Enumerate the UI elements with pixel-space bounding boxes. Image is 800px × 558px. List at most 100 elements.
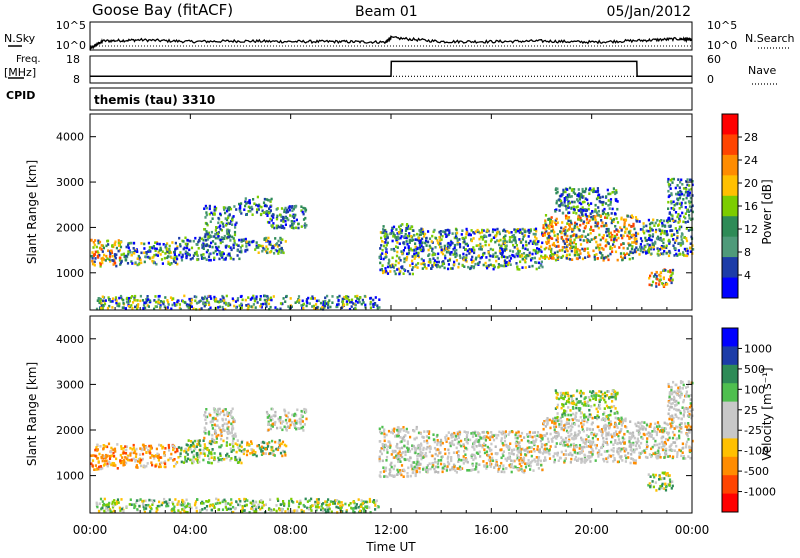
- power-cell: [597, 206, 599, 209]
- power-cell: [237, 254, 239, 257]
- power-cell: [466, 243, 468, 246]
- power-cell: [608, 242, 610, 245]
- power-cell: [684, 248, 686, 251]
- velocity-cell: [423, 430, 425, 433]
- power-cell: [387, 242, 389, 245]
- power-cell: [237, 297, 239, 300]
- velocity-cell: [521, 470, 523, 473]
- power-cell: [223, 206, 225, 209]
- power-cell: [215, 229, 217, 232]
- velocity-cell: [427, 471, 429, 474]
- velocity-cell: [294, 420, 296, 423]
- velocity-cell: [549, 427, 551, 430]
- velocity-cell: [583, 446, 585, 449]
- velocity-cell: [259, 447, 261, 450]
- velocity-cell: [500, 462, 502, 465]
- power-cell: [503, 255, 505, 258]
- power-cell: [609, 253, 611, 256]
- velocity-cell: [483, 442, 485, 445]
- velocity-cell: [632, 458, 634, 461]
- power-cell: [528, 235, 530, 238]
- power-cell: [278, 250, 280, 253]
- power-cell: [492, 231, 494, 234]
- power-cell: [389, 265, 391, 268]
- power-cell: [116, 247, 118, 250]
- power-cell: [602, 201, 604, 204]
- power-cell: [382, 249, 384, 252]
- power-cell: [129, 300, 131, 303]
- power-cell: [560, 200, 562, 203]
- velocity-cell: [501, 437, 503, 440]
- velocity-cell: [226, 441, 228, 444]
- power-cell: [225, 224, 227, 227]
- power-cell: [513, 234, 515, 237]
- power-cell: [482, 238, 484, 241]
- velocity-cell: [532, 440, 534, 443]
- power-cell: [243, 208, 245, 211]
- velocity-cell: [234, 459, 236, 462]
- velocity-cell: [465, 447, 467, 450]
- velocity-cell: [231, 450, 233, 453]
- velocity-cell: [460, 459, 462, 462]
- power-cell: [266, 210, 268, 213]
- velocity-cell: [125, 449, 127, 452]
- velocity-cell: [174, 451, 176, 454]
- power-cell: [103, 247, 105, 250]
- velocity-cell: [410, 475, 412, 478]
- velocity-cell: [414, 448, 416, 451]
- power-cell: [521, 254, 523, 257]
- power-cell: [91, 251, 93, 254]
- power-cell: [168, 248, 170, 251]
- freq-series: [90, 61, 692, 76]
- velocity-cell: [552, 418, 554, 421]
- power-cell: [137, 257, 139, 260]
- power-cell: [422, 246, 424, 249]
- velocity-cell: [506, 459, 508, 462]
- power-cell: [579, 217, 581, 220]
- power-cell: [395, 260, 397, 263]
- power-cell: [596, 211, 598, 214]
- velocity-cell: [401, 447, 403, 450]
- velocity-cell: [620, 442, 622, 445]
- power-cell: [536, 268, 538, 271]
- velocity-cell: [396, 443, 398, 446]
- power-cell: [154, 295, 156, 298]
- power-cell: [246, 213, 248, 216]
- power-cell: [155, 301, 157, 304]
- power-cell: [495, 260, 497, 263]
- power-cell: [233, 305, 235, 308]
- power-cell: [244, 205, 246, 208]
- velocity-cell: [295, 422, 297, 425]
- power-cell: [620, 218, 622, 221]
- velocity-cell: [634, 423, 636, 426]
- power-cell: [99, 247, 101, 250]
- power-cell: [593, 190, 595, 193]
- power-cell: [594, 236, 596, 239]
- power-cell: [580, 208, 582, 211]
- velocity-cell: [604, 450, 606, 453]
- power-cell: [471, 240, 473, 243]
- power-cell: [679, 207, 681, 210]
- power-cell: [290, 206, 292, 209]
- power-cell: [648, 219, 650, 222]
- velocity-cell: [402, 426, 404, 429]
- power-cell: [369, 303, 371, 306]
- freq-label-1: Freq.: [16, 54, 41, 65]
- power-cell: [561, 249, 563, 252]
- velocity-cell: [471, 469, 473, 472]
- velocity-cell: [220, 438, 222, 441]
- power-cell: [170, 256, 172, 259]
- power-cell: [176, 258, 178, 261]
- power-cell: [293, 217, 295, 220]
- power-cell: [268, 221, 270, 224]
- velocity-cell: [432, 433, 434, 436]
- velocity-cell: [419, 471, 421, 474]
- power-cell: [211, 246, 213, 249]
- power-cell: [595, 241, 597, 244]
- power-cell: [112, 300, 114, 303]
- power-cell: [520, 241, 522, 244]
- power-cell: [584, 248, 586, 251]
- power-cell: [486, 230, 488, 233]
- power-cell: [504, 249, 506, 252]
- velocity-cell: [203, 437, 205, 440]
